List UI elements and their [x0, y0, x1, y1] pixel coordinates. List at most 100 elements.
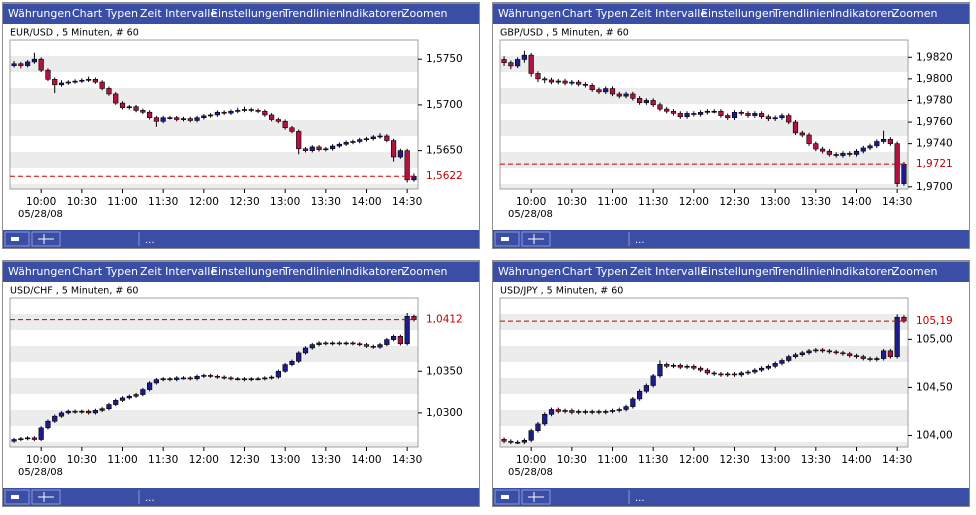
candle-body	[248, 378, 254, 381]
candle-body	[772, 117, 778, 120]
menu-item[interactable]: Trendlinien	[772, 7, 833, 20]
menu-item[interactable]: Währungen	[8, 265, 71, 278]
candle-body	[113, 400, 119, 405]
candle-body	[153, 117, 159, 122]
candle-body	[275, 119, 281, 122]
candle-body	[289, 127, 295, 132]
candle-body	[208, 114, 214, 117]
candle-body	[562, 410, 568, 412]
candle-body	[867, 145, 873, 149]
menu-item[interactable]: Zoomen	[892, 265, 937, 278]
band	[10, 298, 418, 314]
candle-body	[316, 146, 322, 150]
menu-item[interactable]: Zoomen	[402, 7, 447, 20]
candle-body	[664, 364, 670, 367]
x-tick-label: 12:00	[679, 196, 709, 208]
toolbar-button[interactable]	[494, 489, 520, 505]
candle-body	[528, 54, 534, 74]
menu-item[interactable]: Einstellungen	[701, 265, 776, 278]
candle-body	[180, 118, 187, 120]
menu-item[interactable]: Chart Typen	[72, 7, 138, 20]
candle-body	[25, 437, 31, 440]
toolbar-button[interactable]	[4, 489, 30, 505]
candle-body	[228, 377, 234, 380]
menu-item[interactable]: Zeit Intervalle	[140, 265, 217, 278]
candle-body	[813, 143, 819, 150]
menu-item[interactable]: Indikatoren	[832, 265, 894, 278]
menu-item[interactable]: Chart Typen	[562, 265, 628, 278]
menu-item[interactable]: Einstellungen	[701, 7, 776, 20]
candle-body	[657, 364, 663, 377]
candle-body	[569, 410, 575, 413]
menu-item[interactable]: Chart Typen	[562, 7, 628, 20]
candle-body	[820, 349, 826, 352]
candle-body	[643, 100, 649, 103]
menu-item[interactable]: Chart Typen	[72, 265, 138, 278]
candle-body	[38, 427, 44, 440]
candle-body	[119, 397, 126, 401]
toolbar-button[interactable]	[4, 231, 30, 247]
x-tick-label: 11:30	[148, 196, 178, 208]
menu-item[interactable]: Trendlinien	[772, 265, 833, 278]
candle-body	[180, 377, 187, 380]
candle-body	[542, 78, 548, 81]
candle-body	[894, 316, 900, 357]
menu-item[interactable]: Trendlinien	[282, 7, 343, 20]
toolbar-button[interactable]	[31, 489, 61, 505]
candle-body	[535, 423, 541, 431]
date-label: 05/28/08	[508, 467, 553, 478]
toolbar-button[interactable]	[521, 489, 551, 505]
candle-body	[350, 342, 356, 345]
candle-body	[786, 356, 792, 361]
menu-item[interactable]: Zeit Intervalle	[140, 7, 217, 20]
menu-item[interactable]: Währungen	[498, 7, 561, 20]
candle-body	[508, 440, 514, 443]
candle-body	[589, 85, 595, 90]
band	[10, 442, 418, 447]
menu-item[interactable]: Indikatoren	[832, 7, 894, 20]
menu-item[interactable]: Zeit Intervalle	[630, 265, 707, 278]
band	[500, 88, 908, 104]
menu-item[interactable]: Zoomen	[892, 7, 937, 20]
candle-body	[521, 54, 527, 60]
candle-body	[228, 111, 234, 114]
candle-body	[637, 390, 643, 400]
candle-body	[691, 113, 697, 115]
y-tick-label: 1,5750	[426, 53, 463, 65]
status-text: ...	[145, 493, 155, 504]
band	[10, 394, 418, 410]
candle-body	[262, 111, 268, 116]
x-tick-label: 12:30	[229, 196, 259, 208]
menu-item[interactable]: Indikatoren	[342, 7, 404, 20]
band	[500, 104, 908, 120]
candle-body	[887, 350, 893, 357]
menu-item[interactable]: Zeit Intervalle	[630, 7, 707, 20]
candle-body	[58, 82, 65, 86]
candle-body	[521, 439, 527, 443]
candle-body	[106, 404, 112, 410]
menu-item[interactable]: Währungen	[498, 265, 561, 278]
menu-item[interactable]: Einstellungen	[211, 265, 286, 278]
x-tick-label: 14:30	[882, 454, 912, 466]
candle-body	[106, 88, 112, 95]
candle-body	[58, 412, 65, 417]
toolbar-button[interactable]	[494, 231, 520, 247]
menu-item[interactable]: Einstellungen	[211, 7, 286, 20]
candle-body	[92, 410, 98, 414]
toolbar-button[interactable]	[521, 231, 551, 247]
menu-item[interactable]: Indikatoren	[342, 265, 404, 278]
menu-item[interactable]: Währungen	[8, 7, 71, 20]
menu-item[interactable]: Zoomen	[402, 265, 447, 278]
candle-body	[501, 59, 507, 63]
toolbar-button[interactable]	[31, 231, 61, 247]
band	[500, 56, 908, 72]
x-tick-label: 14:30	[392, 454, 422, 466]
candle-body	[377, 344, 383, 348]
candle-body	[813, 349, 819, 352]
menu-item[interactable]: Trendlinien	[282, 265, 343, 278]
band	[10, 184, 418, 189]
candle-body	[901, 163, 907, 184]
candle-body	[738, 112, 744, 114]
candle-body	[289, 360, 295, 365]
